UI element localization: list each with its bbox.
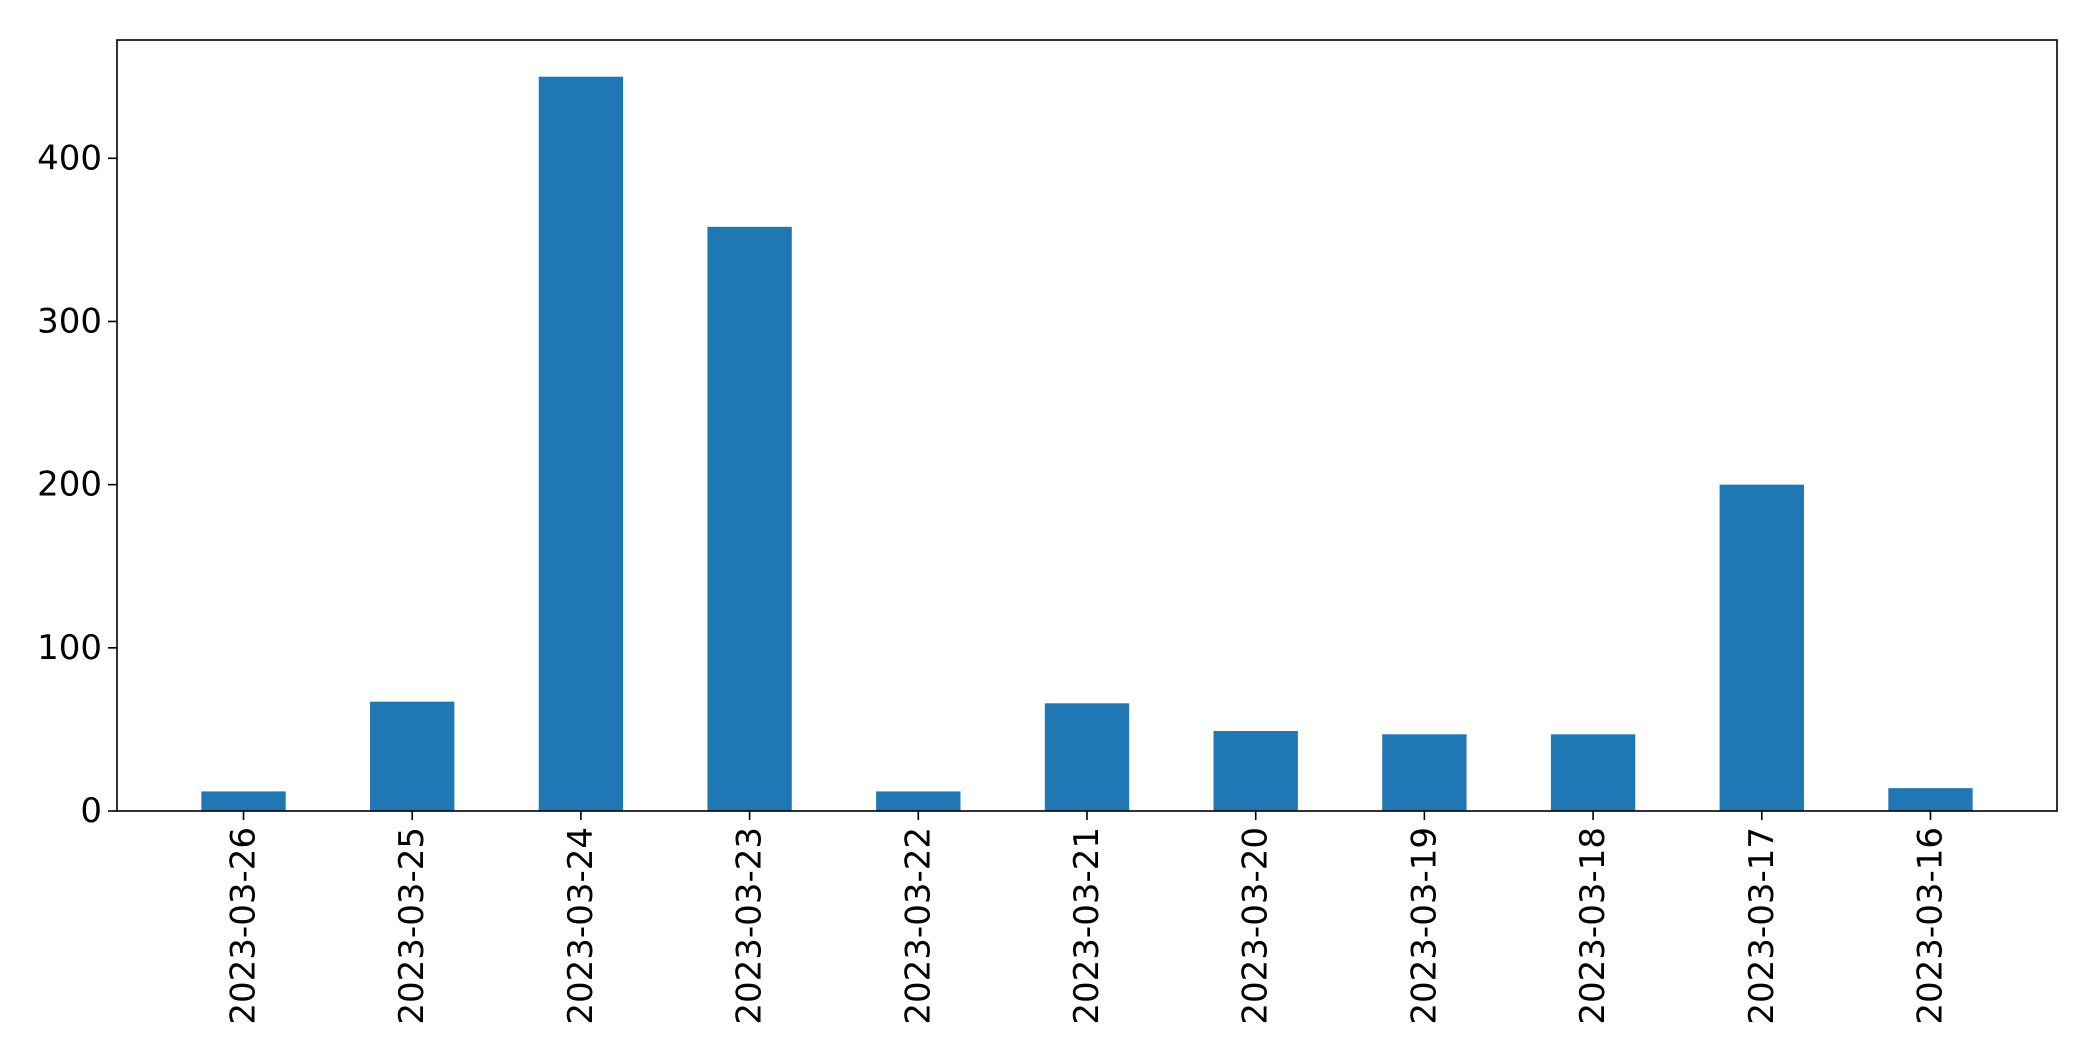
bar-2023-03-22 — [876, 791, 961, 811]
y-tick-label: 400 — [37, 138, 102, 178]
bar-2023-03-19 — [1382, 734, 1467, 811]
y-tick-label: 0 — [80, 791, 102, 831]
x-tick-label: 2023-03-16 — [1910, 827, 1950, 1025]
x-tick-label: 2023-03-19 — [1404, 827, 1444, 1025]
y-tick-label: 300 — [37, 301, 102, 341]
y-axis-ticks: 0 100 200 300 400 — [37, 138, 117, 831]
bars-layer — [201, 76, 1973, 812]
bar-2023-03-23 — [707, 226, 792, 812]
x-tick-label: 2023-03-22 — [898, 827, 938, 1025]
bar-2023-03-16 — [1888, 788, 1973, 811]
bar-2023-03-17 — [1719, 484, 1804, 811]
x-tick-label: 2023-03-24 — [561, 827, 601, 1025]
bar-2023-03-26 — [201, 791, 286, 811]
x-tick-label: 2023-03-21 — [1067, 827, 1107, 1025]
x-tick-label: 2023-03-18 — [1573, 827, 1613, 1025]
x-tick-label: 2023-03-20 — [1236, 827, 1276, 1025]
bar-2023-03-25 — [370, 701, 455, 811]
bar-2023-03-20 — [1213, 731, 1298, 811]
plot-area-frame — [116, 39, 2058, 812]
bar-2023-03-18 — [1550, 734, 1636, 811]
bar-2023-03-24 — [538, 76, 624, 811]
x-tick-label: 2023-03-17 — [1742, 827, 1782, 1025]
y-tick-label: 100 — [37, 628, 102, 668]
x-tick-label: 2023-03-26 — [224, 827, 264, 1025]
x-tick-label: 2023-03-23 — [730, 827, 770, 1025]
x-tick-label: 2023-03-25 — [392, 827, 432, 1025]
bar-2023-03-21 — [1044, 703, 1130, 811]
x-axis-ticks: 2023-03-26 2023-03-25 2023-03-24 2023-03-23… — [224, 811, 1950, 1025]
y-tick-label: 200 — [37, 465, 102, 505]
